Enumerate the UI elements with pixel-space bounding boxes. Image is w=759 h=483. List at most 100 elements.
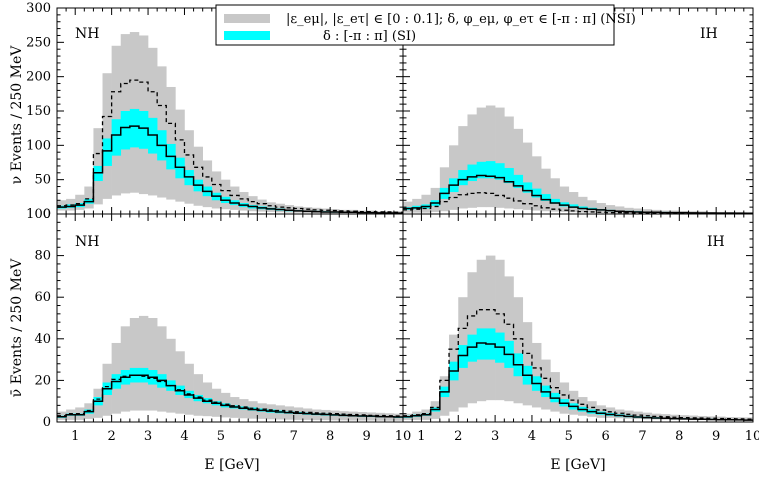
nsi-band-bin	[275, 203, 285, 213]
nsi-band-bin	[211, 171, 222, 209]
dashed-line-top-left	[57, 79, 403, 213]
nsi-band-bin	[541, 168, 551, 212]
x-tick-label: 5	[565, 429, 573, 444]
si-band-bin	[541, 194, 551, 201]
nsi-band-bin	[522, 142, 533, 210]
x-tick-label: 10	[395, 429, 412, 444]
nsi-band-bin	[706, 416, 717, 421]
nsi-band-bin	[596, 203, 606, 213]
x-tick-label: 6	[601, 429, 609, 444]
si-band-bin	[495, 163, 505, 180]
y-tick-label: 20	[34, 373, 51, 388]
y-tick-label: 200	[26, 70, 51, 85]
nsi-band-bin	[449, 145, 459, 210]
nsi-band-bin	[230, 186, 240, 210]
x-tick-label: 8	[326, 429, 334, 444]
si-band-bin	[568, 204, 579, 208]
nsi-band-bin	[175, 109, 185, 202]
x-axis-label-right: E [GeV]	[550, 457, 605, 473]
y-tick-label: 0	[43, 415, 51, 430]
si-band-bin	[531, 188, 542, 198]
nsi-band-bin	[513, 297, 524, 404]
nsi-band-bin	[157, 326, 167, 412]
nsi-band-bin	[266, 202, 276, 212]
x-tick-label: 4	[528, 429, 536, 444]
nsi-band-bin	[202, 160, 213, 208]
dashed-line-bottom-left	[57, 374, 403, 417]
dashed-line-bottom-right	[403, 309, 753, 420]
nsi-band-bin	[485, 255, 496, 401]
si-band-bin	[476, 161, 487, 179]
si-band-bin	[550, 198, 560, 204]
x-tick-label: 3	[144, 429, 152, 444]
nsi-band-bin	[531, 156, 542, 211]
y-tick-label: 0	[43, 207, 51, 222]
legend-swatch-nsi	[224, 14, 270, 23]
nsi-band-bin	[430, 187, 441, 212]
nsi-band-bin	[302, 207, 313, 213]
y-axis-label-bottom: ν̄ Events / 250 MeV	[9, 258, 25, 398]
x-tick-label: 2	[107, 429, 115, 444]
nsi-band-bin	[485, 105, 496, 208]
si-band-bin	[138, 111, 149, 149]
nsi-band-bin	[102, 73, 112, 199]
nsi-band-bin	[257, 199, 267, 212]
x-tick-label: 4	[180, 429, 188, 444]
nsi-band-bin	[184, 130, 194, 204]
nsi-band-bin	[541, 359, 551, 410]
x-tick-label: 3	[491, 429, 499, 444]
si-band-bin	[102, 138, 112, 166]
nsi-band-bin	[568, 192, 579, 213]
nsi-band-bin	[495, 259, 505, 401]
nsi-band-bin	[321, 208, 331, 214]
si-band-bin	[504, 167, 514, 184]
nsi-band-bin	[578, 397, 588, 416]
si-band-bin	[467, 164, 477, 182]
legend-label-nsi: |ε_eμ|, |ε_eτ| ∈ [0 : 0.1]; δ, φ_eμ, φ_e…	[286, 12, 636, 27]
legend-label-si: δ : [-π : π] (SI)	[323, 29, 416, 44]
si-band-bin	[467, 334, 477, 362]
panel-bottom-right: 1 2 3 4 5 6 7 8 9 10 IH	[402, 213, 759, 444]
nsi-band-bin	[596, 405, 606, 418]
nsi-band-bin	[642, 209, 652, 214]
nsi-band-bin	[476, 107, 487, 208]
x-tick-label: 1	[71, 429, 79, 444]
si-band-bin	[458, 170, 468, 186]
nsi-band-bin	[57, 200, 67, 211]
nsi-band-bin	[193, 146, 203, 206]
legend-swatch-si	[224, 31, 270, 40]
si-band-bin	[129, 108, 140, 148]
nsi-band-bin	[138, 315, 149, 411]
nsi-band-bin	[614, 206, 625, 214]
nsi-band-bin	[166, 86, 176, 200]
nsi-band-bin	[587, 401, 597, 417]
nsi-band-bin	[75, 194, 85, 210]
y-tick-label: 60	[34, 290, 51, 305]
nsi-band-bin	[633, 411, 643, 420]
nsi-band-bin	[467, 114, 477, 208]
y-tick-label: 80	[34, 249, 51, 264]
legend: |ε_eμ|, |ε_eτ| ∈ [0 : 0.1]; δ, φ_eμ, φ_e…	[215, 4, 636, 46]
x-tick-label: 9	[362, 429, 370, 444]
y-tick-label: 40	[34, 332, 51, 347]
si-band-bin	[513, 174, 524, 188]
nsi-band-bin	[651, 413, 662, 420]
nsi-band-bin	[504, 116, 514, 209]
si-band-bin	[458, 345, 468, 368]
hierarchy-label: IH	[700, 26, 718, 42]
nsi-band-bin	[734, 417, 745, 421]
nsi-band-bin	[568, 390, 579, 415]
x-tick-label: 10	[745, 429, 759, 444]
x-tick-label: 6	[253, 429, 261, 444]
x-tick-label: 2	[454, 429, 462, 444]
nsi-band-bin	[559, 186, 570, 212]
nsi-band-bin	[522, 322, 533, 406]
nsi-band-bin	[531, 342, 542, 408]
legend-box	[215, 4, 615, 46]
si-band-bin	[485, 161, 496, 179]
x-tick-label: 7	[638, 429, 646, 444]
si-band-bin	[476, 328, 487, 360]
x-axis-label-left: E [GeV]	[204, 457, 259, 473]
nsi-band-bin	[166, 338, 176, 413]
